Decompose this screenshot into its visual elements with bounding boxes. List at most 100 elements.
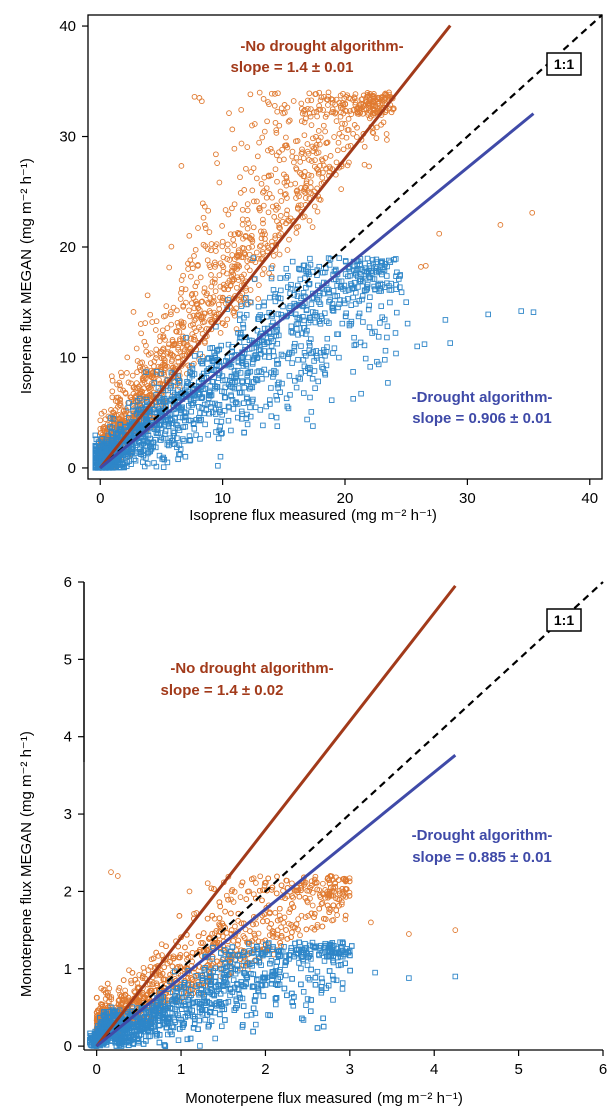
isoprene-drought-point <box>124 452 130 459</box>
isoprene-no-drought-point <box>347 108 353 114</box>
isoprene-no-drought-point <box>168 243 175 250</box>
isoprene-no-drought-point <box>203 292 210 298</box>
isoprene-no-drought-point <box>117 402 124 409</box>
isoprene-drought-point <box>363 265 369 271</box>
isoprene-drought-point <box>367 294 373 300</box>
isoprene-drought-point <box>267 294 273 301</box>
isoprene-no-drought-point <box>278 198 285 204</box>
isoprene-drought-point <box>296 266 303 273</box>
isoprene-no-drought-point <box>361 161 368 168</box>
isoprene-drought-point <box>372 328 378 335</box>
isoprene-no-drought-point <box>266 270 272 277</box>
isoprene-drought-point <box>304 416 310 423</box>
isoprene-no-drought-point <box>190 295 197 301</box>
isoprene-no-drought-point <box>151 363 157 370</box>
isoprene-drought-point <box>240 355 246 361</box>
isoprene-no-drought-point <box>265 172 272 179</box>
isoprene-drought-point <box>168 396 174 402</box>
isoprene-drought-point <box>301 390 307 396</box>
isoprene-no-drought-point <box>276 251 283 258</box>
isoprene-no-drought-point <box>192 283 199 290</box>
isoprene-no-drought-point <box>306 157 312 163</box>
isoprene-no-drought-point <box>261 188 267 194</box>
monoterpene-no-drought-point <box>283 927 289 933</box>
isoprene-no-drought-point <box>213 151 219 158</box>
isoprene-drought-point <box>270 287 277 293</box>
isoprene-no-drought-point <box>129 372 136 379</box>
isoprene-no-drought-point <box>180 340 187 347</box>
isoprene-no-drought-point <box>255 296 262 302</box>
isoprene-no-drought-point <box>307 184 314 191</box>
isoprene-no-drought-point <box>297 159 304 165</box>
isoprene-drought-point <box>296 265 302 272</box>
isoprene-no-drought-point <box>214 160 220 166</box>
isoprene-no-drought-point <box>256 89 263 96</box>
isoprene-no-drought-point <box>217 330 224 336</box>
isoprene-no-drought-point <box>220 264 227 270</box>
isoprene-no-drought-point <box>265 147 271 154</box>
isoprene-no-drought-point <box>270 252 277 259</box>
isoprene-no-drought-point <box>364 90 371 96</box>
isoprene-drought-point <box>320 290 326 297</box>
isoprene-no-drought-point <box>284 207 291 214</box>
isoprene-no-drought-point <box>193 328 199 334</box>
isoprene-no-drought-point <box>116 379 123 386</box>
isoprene-no-drought-point <box>137 367 144 373</box>
isoprene-drought-point <box>283 265 290 272</box>
isoprene-no-drought-point <box>286 236 292 243</box>
isoprene-drought-point <box>249 384 256 391</box>
monoterpene-drought-point <box>314 1025 321 1031</box>
isoprene-drought-point <box>153 399 160 406</box>
isoprene-no-drought-point <box>195 262 201 268</box>
isoprene-no-drought-point <box>333 159 340 166</box>
isoprene-drought-point <box>191 426 198 432</box>
isoprene-drought-point <box>244 421 251 428</box>
isoprene-no-drought-point <box>120 408 127 415</box>
isoprene-no-drought-point <box>159 327 166 334</box>
isoprene-drought-point <box>342 313 349 319</box>
isoprene-no-drought-point <box>362 105 369 112</box>
isoprene-drought-point <box>129 449 136 455</box>
isoprene-no-drought-point <box>293 138 299 145</box>
isoprene-drought-point <box>274 423 281 429</box>
isoprene-drought-point <box>298 370 304 376</box>
isoprene-drought-point <box>336 301 342 307</box>
isoprene-no-drought-point <box>308 172 315 179</box>
monoterpene-no-drought-point <box>274 917 281 924</box>
isoprene-no-drought-point <box>231 308 237 315</box>
monoterpene-no-drought-point <box>273 890 280 897</box>
isoprene-drought-point <box>288 328 294 335</box>
isoprene-drought-point <box>171 430 178 436</box>
isoprene-no-drought-point <box>418 264 424 270</box>
isoprene-drought-point <box>151 460 157 466</box>
isoprene-drought-point <box>176 427 183 434</box>
isoprene-drought-point <box>201 401 208 408</box>
isoprene-drought-point <box>188 408 194 415</box>
isoprene-no-drought-point <box>293 154 300 161</box>
isoprene-no-drought-point <box>219 238 226 245</box>
isoprene-no-drought-point <box>157 381 164 387</box>
isoprene-no-drought-point <box>302 189 309 196</box>
isoprene-no-drought-point <box>98 430 104 436</box>
isoprene-drought-point <box>387 299 393 306</box>
isoprene-drought-point <box>351 279 358 286</box>
isoprene-no-drought-point <box>216 272 223 278</box>
isoprene-no-drought-point <box>250 224 257 231</box>
isoprene-drought-point <box>213 429 219 435</box>
isoprene-no-drought-point <box>345 143 351 150</box>
monoterpene-no-drought-point <box>257 873 264 880</box>
isoprene-no-drought-point <box>169 356 176 363</box>
isoprene-drought-point <box>330 350 336 356</box>
isoprene-no-drought-point <box>308 158 315 164</box>
isoprene-no-drought-point <box>268 90 275 97</box>
isoprene-drought-point <box>306 281 312 288</box>
isoprene-no-drought-point <box>303 178 310 185</box>
isoprene-drought-point <box>188 400 194 407</box>
isoprene-no-drought-point <box>317 134 324 141</box>
isoprene-no-drought-point <box>108 373 115 380</box>
isoprene-drought-point <box>393 350 399 357</box>
isoprene-no-drought-point <box>168 311 174 318</box>
isoprene-no-drought-point <box>347 142 354 149</box>
isoprene-no-drought-point <box>283 134 289 141</box>
